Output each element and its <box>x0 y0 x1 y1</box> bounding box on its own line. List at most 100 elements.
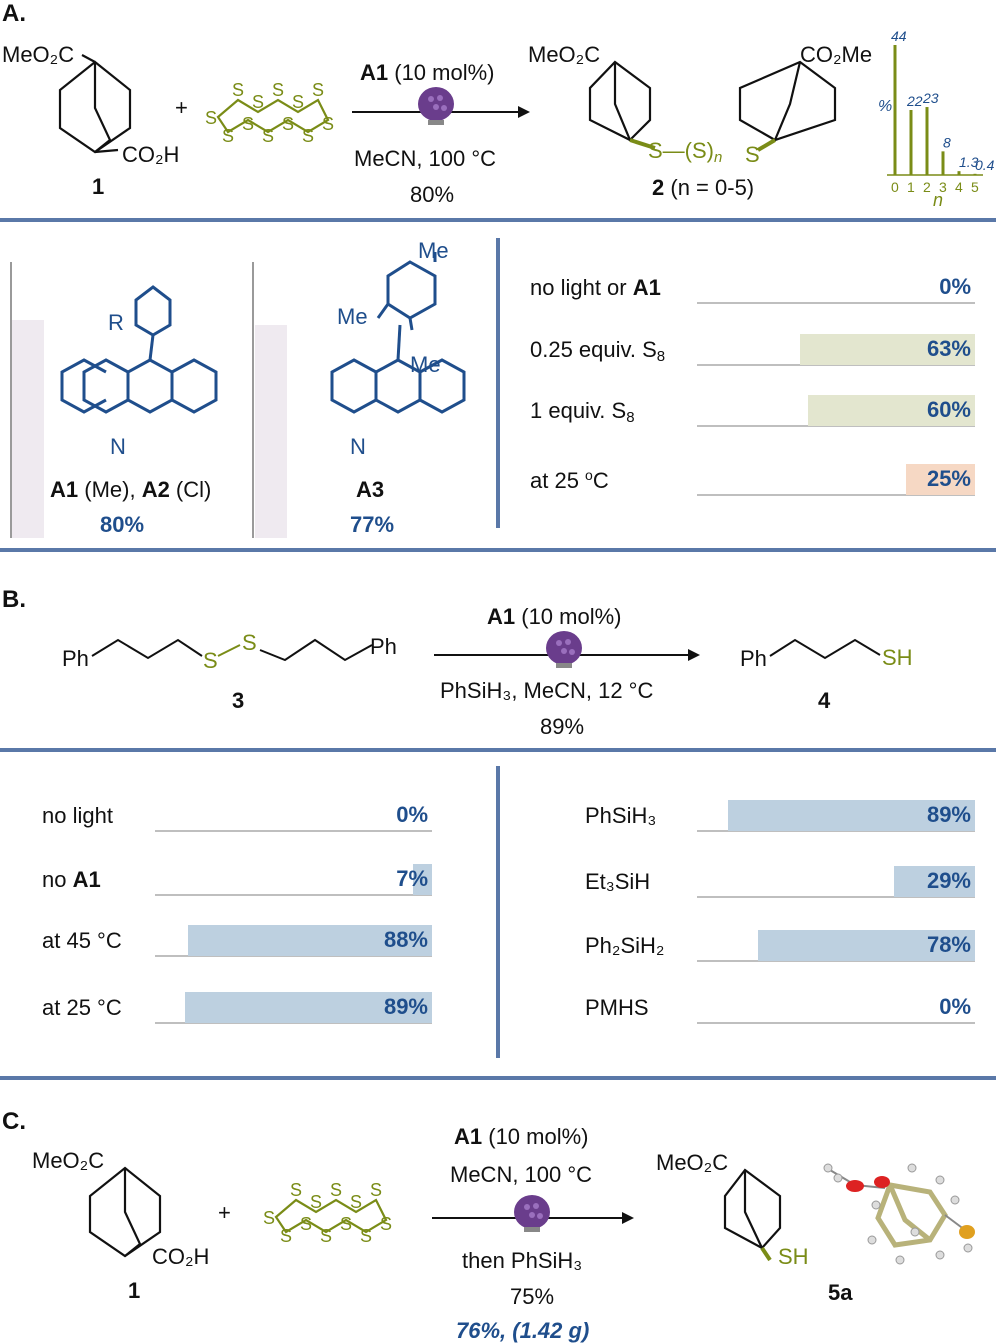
control-a-bar-1-fill <box>799 334 975 365</box>
distribution-tick-0: 0 <box>891 179 899 195</box>
divider-b-top <box>0 748 996 752</box>
acridine-a3-me-left: Me <box>337 304 368 329</box>
catalyst-a1-yield: 80% <box>100 512 145 537</box>
svg-text:S: S <box>312 80 324 100</box>
catalyst-name-c: A1 <box>454 1124 483 1149</box>
svg-text:S: S <box>360 1226 372 1246</box>
section-a-label: A. <box>2 0 26 27</box>
thiol-sh: SH <box>882 645 913 670</box>
svg-text:S: S <box>282 114 294 134</box>
control-b-right-label-0: PhSiH₃ <box>585 803 657 828</box>
product-5a-ester: MeO₂C <box>656 1150 729 1175</box>
catalyst-panel-line-a1 <box>10 262 12 538</box>
substrate-1-ester: MeO₂C <box>2 42 75 67</box>
control-b-left-bar-2-fill <box>188 925 432 956</box>
section-c-label: C. <box>2 1108 26 1135</box>
distribution-value-label-1: 22 <box>906 93 923 109</box>
control-a-025-s8: 0.25 equiv. S8 <box>530 337 665 365</box>
conditions-a: MeCN, 100 °C <box>354 146 497 171</box>
distribution-value-label-4: 1.3 <box>959 154 979 170</box>
disulfide-s1: S <box>203 648 218 673</box>
svg-text:S: S <box>310 1192 322 1212</box>
control-b-left-bar-2-value: 88% <box>383 927 428 952</box>
conditions-c-1: MeCN, 100 °C <box>450 1162 593 1187</box>
product-2-s-right: S <box>745 142 760 167</box>
a1-name: A1 <box>50 477 79 502</box>
distribution-value-label-2: 23 <box>922 90 939 106</box>
control-b-right-bar-0-value: 89% <box>926 802 971 827</box>
control-b-left-bar-0-value: 0% <box>396 802 428 827</box>
distribution-tick-5: 5 <box>971 179 979 195</box>
control-a-1-sub: 8 <box>656 348 666 365</box>
control-b-left-label-1: no A1 <box>42 867 101 893</box>
divider-b-vertical <box>496 766 500 1058</box>
distribution-bar-3 <box>941 151 945 175</box>
control-b-left-bar-0-baseline <box>155 830 432 832</box>
distribution-value-label-5: 0.4 <box>975 157 995 173</box>
control-b-right-bar-0-baseline <box>697 830 975 832</box>
substrate-1-number: 1 <box>92 174 105 199</box>
control-a-0-bold: A1 <box>632 275 661 300</box>
product-5a-sh: SH <box>778 1244 809 1269</box>
svg-text:S: S <box>263 1208 275 1228</box>
a1-sub: (Me), <box>78 477 142 502</box>
linker-text: S—(S) <box>648 138 714 163</box>
control-b-right-bar-3-baseline <box>697 1022 975 1024</box>
control-b-left-label-2: at 45 °C <box>42 928 122 953</box>
control-b-left-label-0: no light <box>42 803 113 828</box>
svg-text:S: S <box>330 1180 342 1200</box>
catalyst-label-c: A1 (10 mol%) <box>454 1124 589 1150</box>
control-b-left-bar-3-value: 89% <box>383 994 428 1019</box>
svg-text:S: S <box>370 1180 382 1200</box>
catalyst-panel-bg-a3 <box>255 325 287 538</box>
svg-text:S: S <box>262 126 274 146</box>
product-2-ester-right: CO₂Me <box>800 42 873 67</box>
catalyst-a3-yield: 77% <box>350 512 395 537</box>
substrate-1-acid: CO₂H <box>122 142 180 167</box>
catalyst-a1-a2-label: A1 (Me), A2 (Cl) <box>50 477 211 503</box>
control-a-bar-3-baseline <box>697 494 975 496</box>
distribution-tick-2: 2 <box>923 179 931 195</box>
control-a-bar-2-baseline <box>697 425 975 427</box>
control-a-bar-0-baseline <box>697 302 975 304</box>
plus-sign-c: + <box>218 1200 231 1225</box>
control-a-bar-0-value: 0% <box>939 274 971 299</box>
control-a-3-post: C <box>592 468 609 493</box>
a2-sub: (Cl) <box>169 477 212 502</box>
control-a-bar-1-baseline <box>697 364 975 366</box>
control-a-bar-2-fill <box>808 395 975 426</box>
svg-text:S: S <box>232 80 244 100</box>
control-b-right-bar-1-baseline <box>697 896 975 898</box>
acridine-a3-me-top: Me <box>418 238 449 263</box>
svg-text:S: S <box>320 1226 332 1246</box>
catalyst-name-b: A1 <box>487 604 516 629</box>
catalyst-panel-bg-a1 <box>12 320 44 538</box>
control-a-bar-3-value: 25% <box>926 466 971 491</box>
catalyst-name-a: A1 <box>360 60 389 85</box>
catalyst-label-a: A1 (10 mol%) <box>360 60 495 86</box>
product-5a-number: 5a <box>828 1280 853 1305</box>
substrate-1c-ester: MeO₂C <box>32 1148 105 1173</box>
catalyst-loading-c: (10 mol%) <box>488 1124 589 1149</box>
control-b-right-bar-0-fill <box>727 800 975 831</box>
divider-a-top <box>0 218 996 222</box>
control-a-bar-2-value: 60% <box>926 397 971 422</box>
control-b-left-text-1: no <box>42 867 73 892</box>
control-b-right-label-1: Et₃SiH <box>585 869 651 894</box>
control-b-left-bar-1-value: 7% <box>396 866 428 891</box>
disulfide-s2: S <box>242 630 257 655</box>
distribution-bar-1 <box>909 110 913 175</box>
control-a-0-text: no light or <box>530 275 633 300</box>
control-b-left-bar-3-baseline <box>155 1022 432 1024</box>
catalyst-loading-b: (10 mol%) <box>521 604 622 629</box>
product-2-range: (n = 0-5) <box>670 175 755 200</box>
control-b-left-label-3: at 25 °C <box>42 995 122 1020</box>
